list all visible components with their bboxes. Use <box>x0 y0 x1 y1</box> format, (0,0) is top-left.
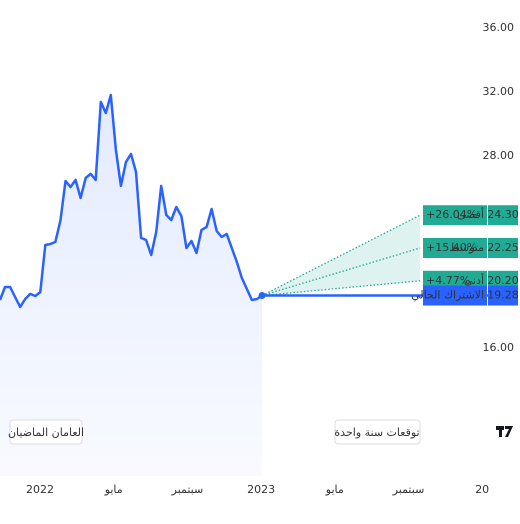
forecast-range <box>262 215 420 296</box>
forecast-change: +15.40% <box>426 241 477 254</box>
forecast-change: +26.04% <box>426 208 477 221</box>
current-dot <box>258 292 266 300</box>
x-tick-label: سبتمبر <box>171 483 204 496</box>
value-label: 20.20 <box>487 274 519 287</box>
logo <box>496 426 513 437</box>
forecast-name: أقصى <box>457 207 484 221</box>
forecast-line <box>261 247 421 297</box>
forecast-label: توقعات سنة واحدة <box>334 426 419 439</box>
current-box <box>423 285 487 306</box>
history-line <box>0 93 263 309</box>
x-tick-label: مايو <box>104 483 123 496</box>
forecast-box <box>423 238 487 258</box>
current-value-label: 19.28 <box>487 289 519 302</box>
history-area <box>0 95 262 476</box>
x-tick-label: سبتمبر <box>392 483 425 496</box>
forecast-name: متوسط <box>449 241 484 254</box>
y-tick-label: 16.00 <box>483 341 515 354</box>
forecast-name: أدنى <box>464 273 484 287</box>
x-tick-label: 20 <box>475 483 489 496</box>
current-value-box <box>488 285 518 306</box>
history-label: العامان الماضيان <box>8 426 84 439</box>
value-box <box>488 238 518 258</box>
value-label: 24.30 <box>487 208 519 221</box>
x-tick-label: 2022 <box>26 483 54 496</box>
y-tick-label: 36.00 <box>483 21 515 34</box>
y-tick-label: 32.00 <box>483 85 515 98</box>
history-label-box <box>9 419 83 445</box>
forecast-label-box <box>334 419 421 445</box>
x-tick-label: مايو <box>325 483 344 496</box>
forecast-box <box>423 205 487 226</box>
value-box <box>488 205 518 226</box>
x-tick-label: 2023 <box>247 483 275 496</box>
forecast-line <box>261 214 421 297</box>
value-label: 22.25 <box>487 241 519 254</box>
forecast-change: +4.77% <box>426 274 470 287</box>
current-name: الاشتراك الحالي <box>411 289 484 302</box>
y-tick-label: 28.00 <box>483 149 515 162</box>
